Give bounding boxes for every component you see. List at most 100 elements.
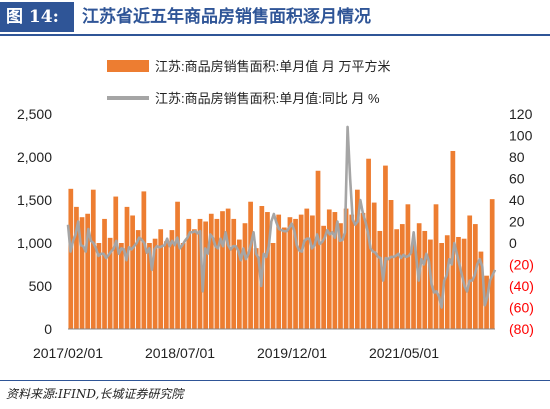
bar-48 — [338, 223, 343, 329]
bar-67 — [444, 235, 450, 329]
bar-57 — [388, 200, 394, 329]
bar-45 — [321, 225, 326, 329]
bar-63 — [422, 230, 428, 329]
bar-54 — [371, 202, 377, 329]
bar-37 — [276, 214, 282, 329]
bar-14 — [147, 243, 152, 329]
footer-divider — [0, 380, 550, 381]
bar-31 — [242, 223, 248, 329]
bar-22 — [192, 229, 197, 329]
bar-43 — [310, 215, 315, 329]
left-tick-label-4: 2,000 — [17, 149, 52, 165]
bar-21 — [186, 218, 192, 329]
right-tick-label-9: 100 — [509, 128, 533, 144]
figure-number-label: 图 14: — [0, 2, 74, 32]
bar-24 — [203, 221, 209, 329]
bar-38 — [281, 227, 287, 329]
bar-19 — [175, 201, 180, 329]
bar-6 — [102, 218, 107, 329]
x-tick-label-1: 2018/07/01 — [145, 345, 215, 361]
bar-66 — [439, 243, 444, 329]
right-tick-label-10: 120 — [509, 106, 533, 122]
right-tick-label-8: 80 — [509, 149, 525, 165]
bar-30 — [237, 239, 242, 329]
yoy-line — [66, 125, 497, 309]
bar-12 — [135, 230, 141, 329]
bar-49 — [343, 208, 349, 329]
bar-25 — [208, 213, 214, 329]
bar-3 — [85, 213, 91, 329]
right-tick-label-2: (40) — [509, 278, 534, 294]
bar-5 — [96, 243, 102, 329]
bar-39 — [287, 217, 293, 329]
x-tick-label-3: 2021/05/01 — [369, 345, 439, 361]
bar-33 — [253, 248, 259, 329]
x-tick-label-0: 2017/02/01 — [33, 345, 103, 361]
figure-header: 图 14: 江苏省近五年商品房销售面积逐月情况 — [0, 0, 550, 36]
left-tick-label-2: 1,000 — [17, 235, 52, 251]
left-tick-label-3: 1,500 — [17, 192, 52, 208]
bar-7 — [107, 237, 113, 329]
right-tick-label-5: 20 — [509, 214, 525, 230]
left-tick-label-0: 0 — [44, 321, 52, 337]
bar-9 — [119, 243, 124, 329]
bar-71 — [467, 215, 473, 329]
bar-46 — [326, 209, 332, 329]
left-tick-label-1: 500 — [29, 278, 53, 294]
bar-42 — [304, 208, 310, 329]
bar-28 — [225, 208, 231, 329]
bar-20 — [180, 243, 186, 329]
bar-17 — [163, 241, 169, 329]
bar-73 — [478, 251, 484, 329]
right-tick-label-0: (80) — [509, 321, 534, 337]
bar-60 — [405, 204, 411, 329]
figure-title: 江苏省近五年商品房销售面积逐月情况 — [82, 7, 371, 27]
source-note: 资料来源:IFIND,长城证券研究院 — [6, 387, 184, 401]
x-tick-label-2: 2019/12/01 — [257, 345, 327, 361]
bar-50 — [349, 214, 355, 329]
bar-2 — [79, 217, 85, 329]
bar-51 — [354, 189, 360, 329]
bar-47 — [332, 212, 338, 329]
bar-1 — [74, 206, 79, 329]
bar-68 — [450, 150, 456, 329]
bar-series — [68, 150, 495, 329]
right-tick-label-1: (60) — [509, 300, 534, 316]
bar-59 — [399, 224, 405, 329]
bar-18 — [169, 230, 175, 329]
bar-55 — [377, 230, 383, 329]
bar-75 — [489, 199, 495, 329]
bar-40 — [293, 218, 298, 329]
chart-axes: 0 500 1,000 1,500 2,000 2,500 (80) (60) (40) (20)… — [17, 106, 534, 361]
bar-32 — [248, 201, 253, 329]
legend-bar-label: 江苏:商品房销售面积:单月值 月 万平方米 — [155, 59, 390, 74]
bar-61 — [411, 243, 416, 329]
bar-8 — [113, 196, 119, 329]
left-tick-label-5: 2,500 — [17, 106, 52, 122]
bar-26 — [214, 218, 220, 329]
bar-16 — [158, 229, 164, 329]
bar-11 — [130, 215, 135, 329]
right-tick-label-3: (20) — [509, 257, 534, 273]
legend-line-label: 江苏:商品房销售面积:单月值:同比 月 % — [155, 91, 380, 106]
chart-legend: 江苏:商品房销售面积:单月值 月 万平方米 江苏:商品房销售面积:单月值:同比 … — [107, 59, 390, 106]
bar-58 — [394, 229, 400, 329]
bar-23 — [197, 218, 203, 329]
bar-35 — [265, 212, 270, 329]
right-tick-label-7: 60 — [509, 171, 525, 187]
bar-0 — [68, 188, 74, 329]
sales-area-chart: 江苏:商品房销售面积:单月值 月 万平方米 江苏:商品房销售面积:单月值:同比 … — [17, 59, 534, 361]
header-divider — [0, 34, 550, 36]
bar-44 — [315, 170, 321, 329]
bar-65 — [433, 204, 439, 329]
bar-27 — [220, 211, 225, 329]
line-series — [66, 125, 497, 309]
right-tick-label-4: 0 — [509, 235, 517, 251]
bar-29 — [231, 218, 237, 329]
bar-69 — [456, 236, 461, 329]
bar-36 — [270, 243, 276, 329]
bar-41 — [298, 214, 304, 329]
bar-4 — [90, 189, 96, 329]
right-tick-label-6: 40 — [509, 192, 525, 208]
bar-15 — [152, 238, 158, 329]
